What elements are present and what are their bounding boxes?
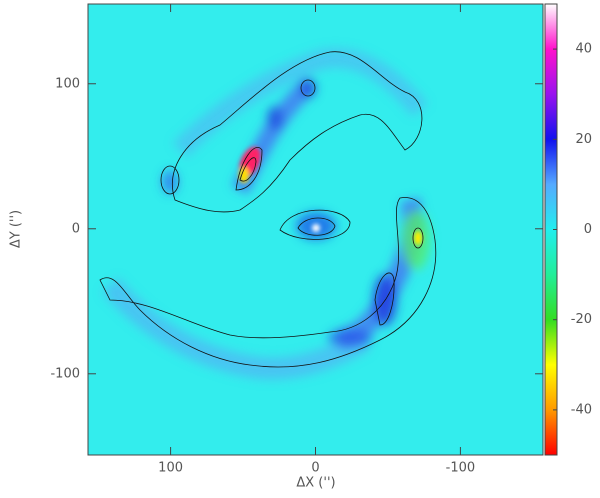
colorbar-tick-label: 40 (575, 42, 592, 57)
map-image (99, 48, 437, 380)
y-tick-label: 100 (55, 76, 80, 91)
y-tick-label: -100 (50, 366, 80, 381)
x-tick-label: -100 (446, 461, 476, 476)
colorbar-tick-label: 20 (575, 132, 592, 147)
x-tick-label: 100 (158, 461, 183, 476)
colorbar-tick-label: -20 (571, 312, 592, 327)
x-axis-label: ΔX ('') (296, 476, 335, 491)
y-tick-label: 0 (72, 221, 80, 236)
colorbar-tick-label: 0 (584, 222, 592, 237)
y-axis-label: ΔY ('') (9, 210, 24, 248)
x-tick-label: 0 (311, 461, 319, 476)
colorbar-tick-label: -40 (571, 402, 592, 417)
